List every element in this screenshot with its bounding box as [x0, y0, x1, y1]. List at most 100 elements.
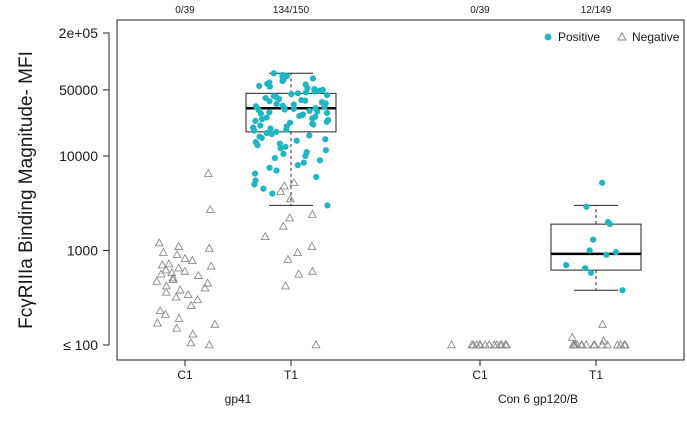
point-positive [296, 112, 303, 120]
box-iqr [550, 223, 642, 271]
point-positive [322, 147, 329, 154]
point-positive [309, 115, 316, 122]
point-negative [210, 319, 220, 328]
point-negative [157, 260, 167, 269]
point-negative [475, 340, 485, 349]
point-positive [302, 97, 309, 104]
x-axis: C1 T1 gp41 C1 T1 Con 6 gp120/B [177, 360, 603, 406]
point-negative [620, 340, 630, 349]
point-positive [260, 185, 267, 192]
point-negative [172, 323, 182, 332]
point-negative [154, 238, 164, 247]
point-positive [276, 95, 283, 103]
point-negative [293, 247, 303, 256]
point-negative [278, 221, 288, 230]
point-negative [205, 204, 215, 213]
point-positive [257, 122, 264, 129]
point-negative [285, 194, 295, 203]
point-negative [203, 168, 213, 177]
point-negative [192, 294, 203, 304]
point-negative [500, 340, 510, 349]
point-negative [168, 274, 178, 284]
group-label: gp41 [225, 392, 252, 406]
point-positive [311, 88, 318, 95]
point-positive [321, 103, 328, 111]
point-negative [480, 340, 490, 349]
legend-positive-marker [544, 33, 552, 41]
y-tick-label: ≤ 100 [63, 337, 98, 353]
point-negative [581, 340, 591, 349]
point-negative [279, 181, 289, 190]
point-negative [206, 261, 216, 270]
point-negative [260, 231, 270, 240]
point-positive [281, 106, 288, 113]
point-negative [285, 213, 295, 222]
point-positive [283, 126, 290, 133]
point-negative [307, 241, 317, 250]
point-negative [156, 269, 166, 278]
point-negative [468, 340, 478, 349]
y-tick-label: 1000 [67, 242, 98, 258]
point-negative [446, 340, 457, 349]
point-negative [200, 283, 210, 292]
point-negative [152, 276, 162, 285]
point-positive [309, 75, 317, 82]
point-positive [266, 164, 273, 171]
point-positive [256, 82, 263, 90]
legend-positive-label: Positive [558, 30, 600, 44]
point-positive [603, 251, 610, 258]
point-negative [602, 340, 612, 349]
y-tick-label: 10000 [59, 148, 98, 164]
point-positive [323, 118, 330, 125]
point-negative [597, 340, 608, 349]
y-tick-label: 50000 [59, 82, 98, 98]
response-count: 0/39 [175, 5, 195, 16]
box-plots [245, 72, 642, 291]
point-negative [289, 177, 299, 187]
x-tick-label: C1 [177, 368, 193, 382]
point-positive [290, 105, 297, 112]
point-negative [155, 305, 165, 315]
point-positive [263, 129, 270, 137]
point-positive [587, 269, 595, 276]
point-positive [268, 131, 275, 138]
point-negative [307, 266, 317, 275]
point-positive [288, 91, 295, 98]
point-negative [172, 249, 182, 259]
point-positive [322, 136, 329, 143]
legend-negative-marker [617, 31, 627, 41]
point-negative [180, 253, 190, 262]
point-negative [183, 289, 193, 299]
point-negative [174, 241, 184, 250]
point-positive [257, 110, 265, 117]
point-negative [174, 313, 184, 322]
point-negative [161, 287, 171, 296]
point-positive [302, 152, 309, 160]
point-positive [563, 262, 570, 269]
data-points [152, 70, 630, 349]
plot-frame [116, 19, 685, 361]
point-positive [323, 92, 331, 99]
x-tick-label: T1 [589, 368, 603, 382]
point-positive [316, 87, 323, 94]
x-tick-label: T1 [284, 368, 298, 382]
point-negative [158, 247, 168, 256]
point-positive [586, 247, 593, 254]
point-positive [606, 221, 614, 228]
point-negative [589, 340, 599, 349]
point-negative [160, 309, 170, 318]
point-positive [277, 145, 284, 152]
point-positive [323, 109, 331, 117]
point-positive [270, 70, 277, 77]
point-negative [294, 269, 304, 278]
point-negative [307, 209, 317, 218]
point-positive [324, 202, 331, 209]
point-positive [290, 101, 297, 108]
point-negative [164, 259, 174, 268]
point-positive [266, 83, 273, 90]
point-negative [492, 340, 502, 349]
point-negative [187, 255, 197, 264]
point-negative [283, 254, 293, 263]
point-negative [204, 340, 214, 349]
